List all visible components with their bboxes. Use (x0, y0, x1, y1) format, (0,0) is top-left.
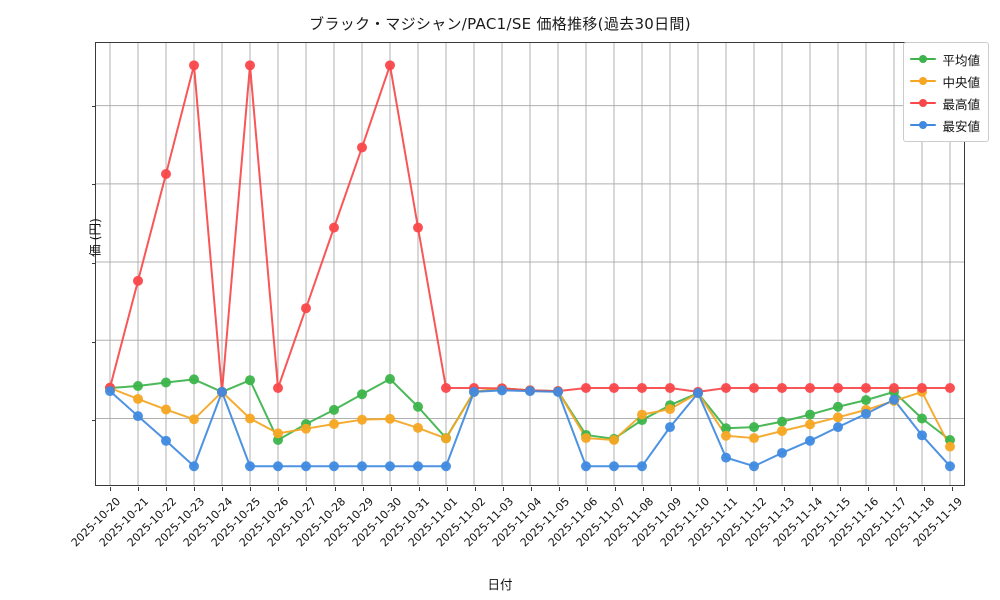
legend-item[interactable]: 最高値 (910, 92, 980, 114)
plot-area: 価 (円) 2004006008001000 2025-10-202025-10… (69, 42, 965, 549)
x-tick-mark (895, 487, 897, 491)
x-tick-mark (727, 487, 729, 491)
legend-label: 最高値 (942, 96, 980, 112)
data-layer (105, 60, 955, 472)
x-tick-mark (559, 487, 561, 491)
x-tick-mark (839, 487, 841, 491)
x-tick-mark (951, 487, 953, 491)
y-tick-mark (92, 105, 96, 107)
y-axis-label: 価 (円) (87, 218, 103, 257)
x-tick-mark (755, 487, 757, 491)
x-tick-mark (615, 487, 617, 491)
x-tick-mark (278, 487, 280, 491)
x-tick-mark (671, 487, 673, 491)
x-tick-mark (418, 487, 420, 491)
y-tick-mark (92, 184, 96, 186)
x-axis-label: 日付 (487, 577, 513, 592)
x-tick-mark (587, 487, 589, 491)
x-tick-mark (699, 487, 701, 491)
x-tick-mark (166, 487, 168, 491)
legend-label: 最安値 (942, 118, 980, 134)
legend-item[interactable]: 平均値 (910, 48, 980, 70)
x-tick-mark (138, 487, 140, 491)
x-tick-mark (194, 487, 196, 491)
x-tick-mark (867, 487, 869, 491)
legend-label: 平均値 (942, 52, 980, 68)
x-tick-mark (783, 487, 785, 491)
legend: 平均値中央値最高値最安値 (903, 42, 989, 142)
x-tick-mark (250, 487, 252, 491)
x-tick-mark (531, 487, 532, 491)
legend-swatch-icon (910, 53, 937, 65)
x-tick-mark (362, 487, 364, 491)
legend-swatch-icon (910, 97, 937, 109)
legend-label: 中央値 (942, 74, 980, 90)
legend-swatch-icon (910, 119, 937, 131)
y-tick-mark (92, 341, 96, 343)
x-tick-mark (306, 487, 308, 491)
x-tick-mark (923, 487, 925, 491)
legend-swatch-icon (910, 75, 937, 87)
x-tick-mark (643, 487, 645, 491)
legend-item[interactable]: 中央値 (910, 70, 980, 92)
x-tick-mark (110, 487, 112, 491)
x-tick-mark (390, 487, 392, 491)
x-tick-mark (446, 487, 448, 491)
y-tick-mark (92, 263, 96, 265)
x-tick-mark (334, 487, 336, 491)
x-tick-mark (474, 487, 476, 491)
x-tick-mark (502, 487, 504, 491)
x-tick-mark (811, 487, 813, 491)
chart-title: ブラック・マジシャン/PAC1/SE 価格推移(過去30日間) (309, 15, 691, 33)
y-tick-mark (92, 420, 96, 422)
x-tick-mark (222, 487, 224, 491)
legend-item[interactable]: 最安値 (910, 114, 980, 136)
